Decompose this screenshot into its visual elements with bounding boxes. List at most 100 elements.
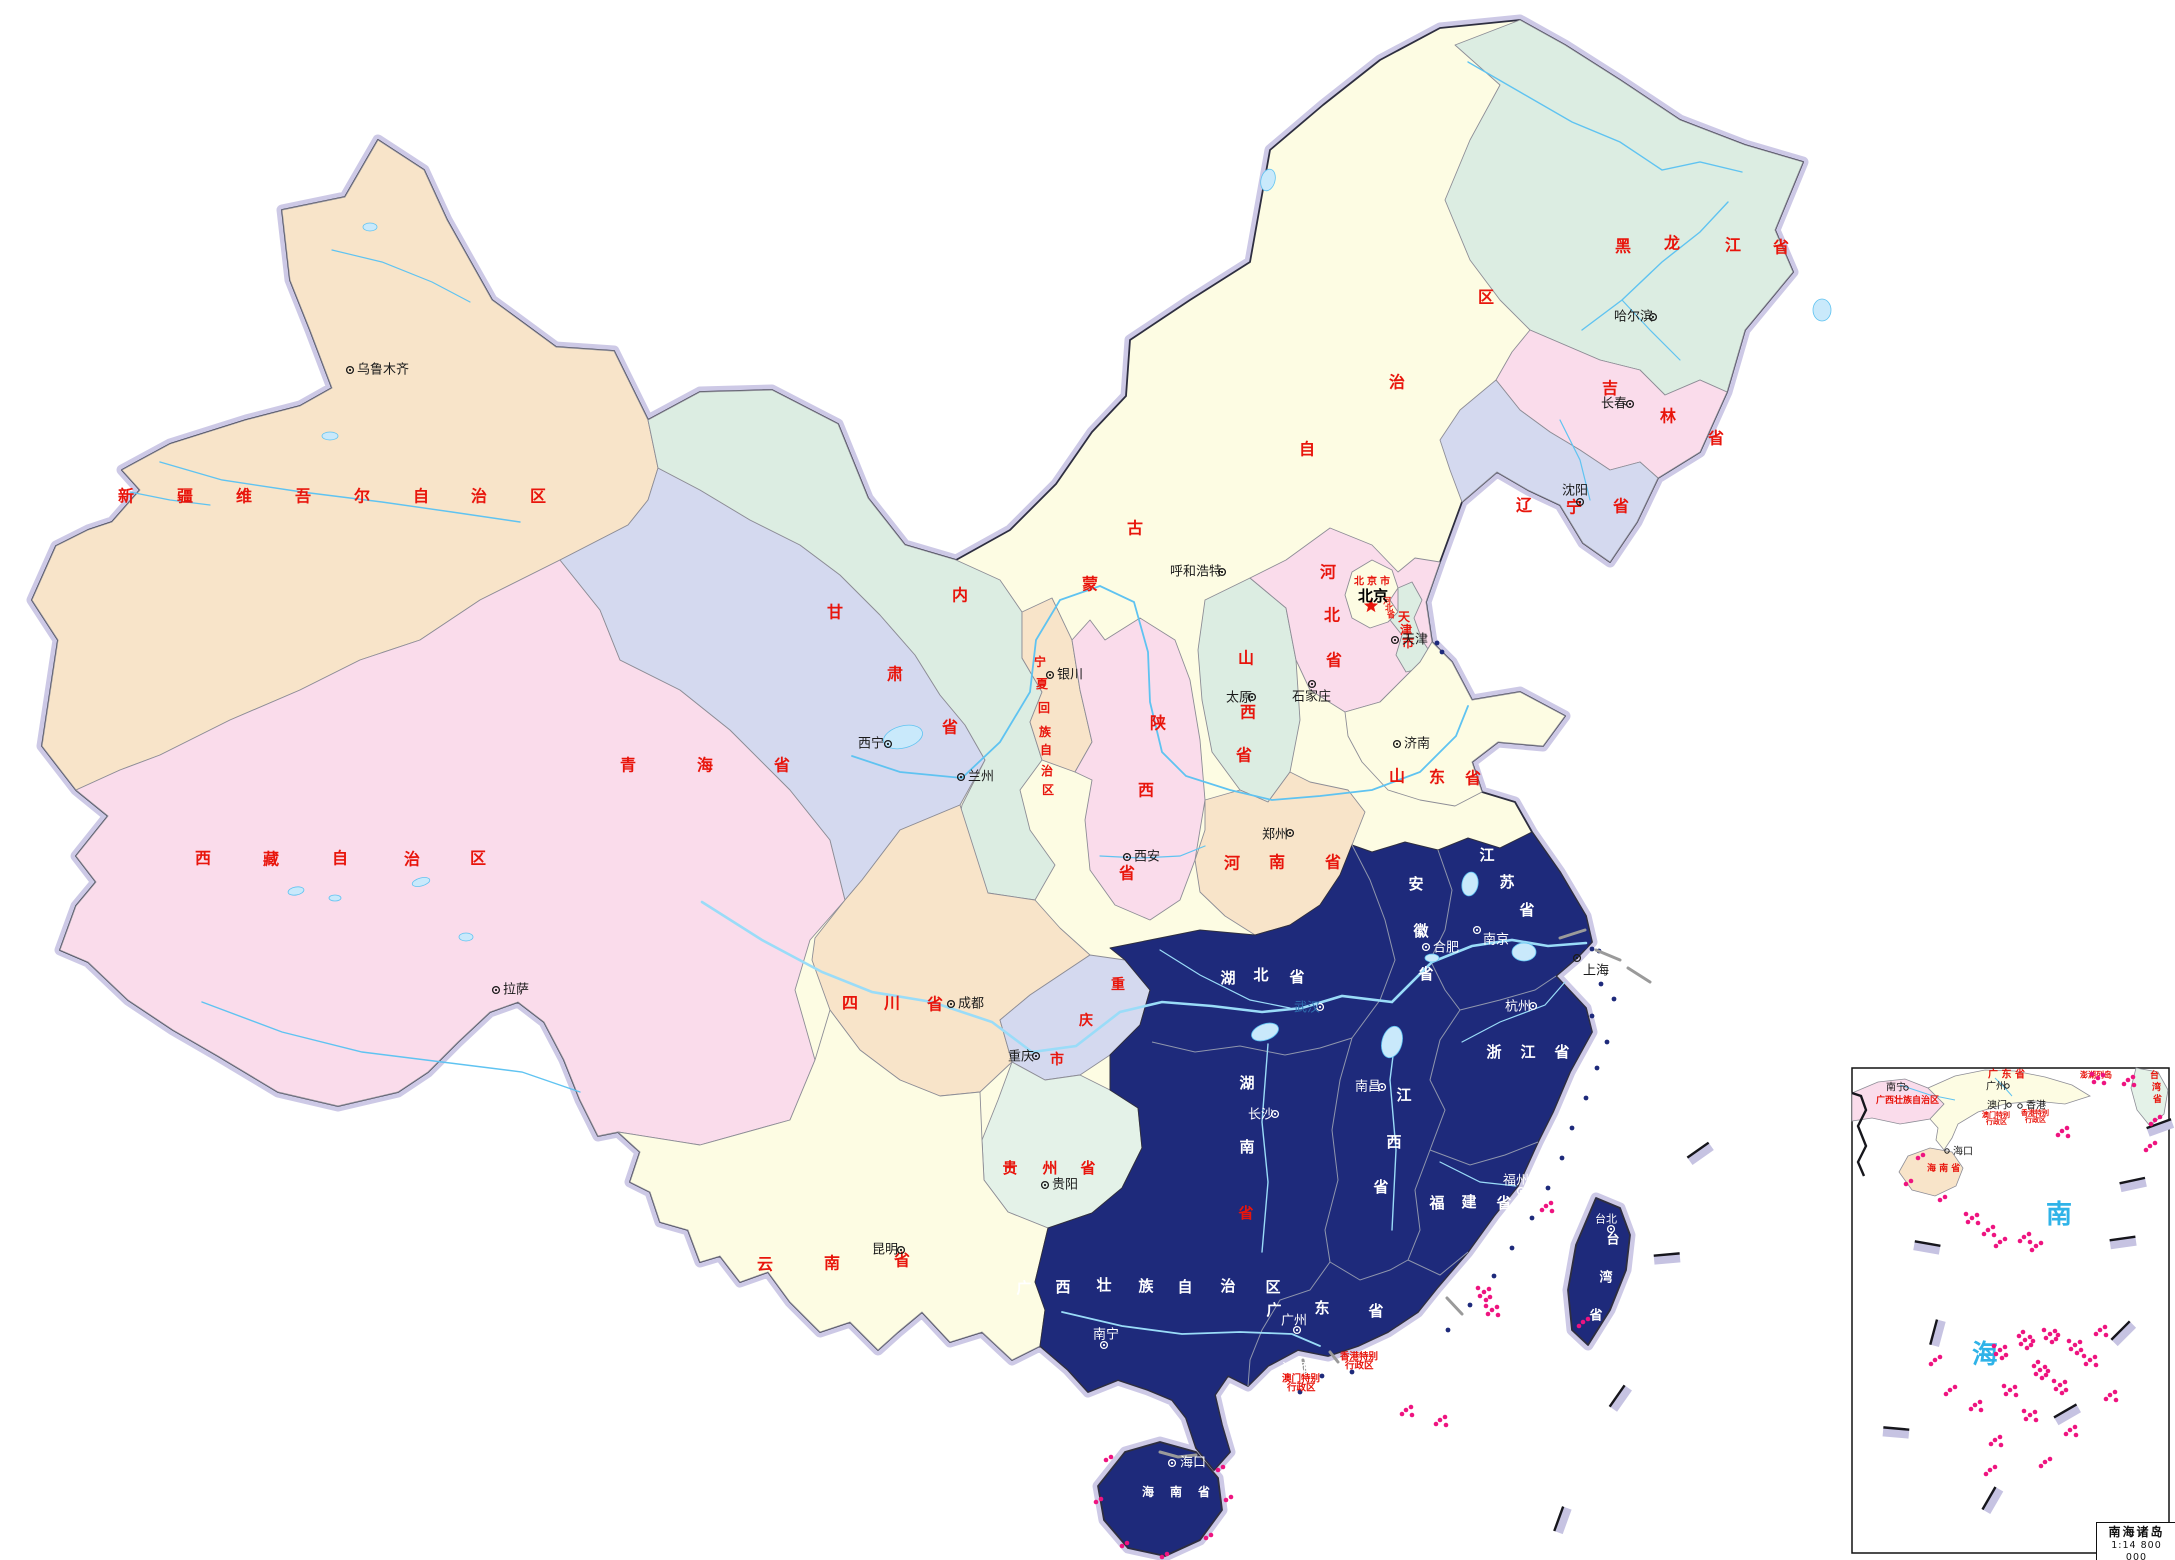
lake-6 (458, 932, 474, 942)
city-label-aomen: 澳门 (1282, 1360, 1306, 1375)
label-qinghai: 青海省 (620, 756, 790, 775)
label-char: 省 (1707, 429, 1724, 448)
label-char: 省 (1464, 769, 1481, 788)
label-char: 回 (1038, 701, 1050, 715)
inset-river-1 (1994, 1077, 2013, 1097)
navy-internal-border-8 (1407, 1251, 1469, 1276)
island-cluster-inset-18 (2001, 1383, 2019, 1398)
boundary-dash-inset-2 (2109, 1235, 2137, 1250)
label-char: 海 (1142, 1484, 1154, 1499)
label-char: 蒙 (1082, 575, 1098, 594)
svg-text:行政区: 行政区 (1985, 1117, 2007, 1126)
boundary-dash-main-1 (1686, 1141, 1714, 1165)
river-5 (159, 461, 521, 523)
lake-3 (287, 886, 305, 896)
label-char: 京 (1367, 575, 1377, 588)
city-taibei: 台北 (1595, 1212, 1617, 1234)
inset-guangdong: 广 东 省 (1988, 1068, 2025, 1081)
label-char: 甘 (827, 603, 843, 622)
label-shandong: 山 东省 (1389, 767, 1481, 788)
label-char: 广 (1016, 1279, 1031, 1297)
label-char: 省 (1495, 1194, 1511, 1212)
label-char: 市 (1050, 1051, 1064, 1068)
label-char: 北 (1354, 575, 1364, 588)
svg-text:南: 南 (2046, 1200, 2072, 1230)
label-char: 江 (1479, 846, 1494, 864)
svg-text:香港特别: 香港特别 (2020, 1108, 2049, 1117)
island-cluster-inset-14 (2016, 1329, 2036, 1351)
city-shijiazhuang: 石家庄 (1292, 679, 1331, 705)
city-taiyuan: 太原 (1226, 691, 1257, 706)
label-char: 治 (1041, 763, 1053, 778)
city-wuhan: 武汉 (1294, 1001, 1325, 1016)
label-char: 林 (1660, 407, 1676, 426)
island-cluster-main-10 (1203, 1532, 1214, 1541)
gray-stroke-0 (1558, 928, 1587, 940)
label-char: 肃 (887, 665, 903, 684)
inset-mo1: 澳门特别 (1982, 1110, 2010, 1119)
inset-aomen: 澳门 (1987, 1099, 2012, 1112)
navy-internal-border-4 (1459, 975, 1557, 1011)
city-chongqing: 重庆 (1008, 1049, 1041, 1065)
label-char: 治 (471, 487, 487, 506)
city-label-taiyuan: 太原 (1226, 691, 1252, 706)
boundary-dash-inset-0 (2146, 1118, 2175, 1137)
island-dot-9 (1529, 1215, 1535, 1221)
city-yinchuan: 银川 (1045, 668, 1083, 683)
label-char: 市 (1380, 575, 1390, 588)
island-cluster-inset-1 (1981, 1224, 1997, 1238)
label-char: 黑 (1615, 237, 1631, 256)
navy-internal-border-1 (1324, 1037, 1353, 1263)
inset-country-border (1851, 1091, 1868, 1177)
river-6 (331, 249, 471, 303)
city-haerbin: 哈尔滨 (1614, 309, 1658, 325)
island-dot-16 (1297, 1389, 1303, 1395)
label-char: 疆 (177, 487, 193, 506)
city-label-chongqing: 重庆 (1008, 1049, 1034, 1065)
inset-hainan: 海 南 省 (1927, 1162, 1960, 1174)
svg-text:香港: 香港 (2026, 1100, 2046, 1112)
label-char: 省 (1197, 1484, 1210, 1499)
svg-text:广西壮族自治区: 广西壮族自治区 (1876, 1094, 1939, 1106)
label-jiangsu: 江苏省 (1479, 846, 1534, 919)
inset-taiwan2: 湾 (2152, 1081, 2161, 1093)
city-haikou: 海口 (1167, 1456, 1206, 1471)
navy-internal-border-2 (1351, 844, 1396, 1039)
label-zhejiang: 浙 江省 (1486, 1043, 1569, 1061)
label-char: 西 (195, 849, 211, 868)
label-char: 省 (1324, 853, 1341, 872)
island-dot-19 (1582, 944, 1588, 950)
label-char: 河 (1224, 854, 1240, 873)
label-char: 南 (1170, 1484, 1182, 1499)
city-nanchang: 南昌 (1355, 1079, 1387, 1095)
lake-4 (328, 894, 342, 902)
lake-13 (1260, 168, 1276, 192)
label-char: 湖 (1220, 969, 1235, 987)
label-sichuan: 四川省 (842, 994, 943, 1014)
city-label-wulumuqi: 乌鲁木齐 (357, 362, 409, 378)
river-14 (1559, 419, 1591, 501)
label-char: 海 (697, 756, 713, 775)
label-char: 省 (1237, 1204, 1253, 1222)
label-henan: 河南省 (1224, 853, 1341, 873)
label-char: 省 (1118, 864, 1135, 883)
inset-river-0 (1899, 1084, 1956, 1101)
boundary-dash-inset-8 (1929, 1319, 1946, 1347)
river-3 (1581, 201, 1729, 331)
svg-text:海 南 省: 海 南 省 (1927, 1162, 1960, 1174)
label-hebei-mini: 河北省 (1383, 596, 1395, 620)
city-hangzhou: 杭州 (1505, 1000, 1538, 1015)
city-label-tianjin: 天津 (1402, 633, 1428, 648)
island-cluster-inset-27 (2103, 1389, 2119, 1403)
island-dot-5 (1583, 1095, 1589, 1101)
island-cluster-main-11 (1223, 1494, 1234, 1503)
label-char: 浙 (1486, 1043, 1501, 1061)
inset-hk1: 香港特别 (2020, 1108, 2049, 1117)
city-label-xian: 西安 (1134, 850, 1160, 865)
label-char: 宁 (1034, 654, 1046, 669)
label-char: 南 (1269, 853, 1285, 872)
inset-frame (1851, 1067, 2170, 1554)
island-cluster-inset-15 (2041, 1327, 2061, 1345)
